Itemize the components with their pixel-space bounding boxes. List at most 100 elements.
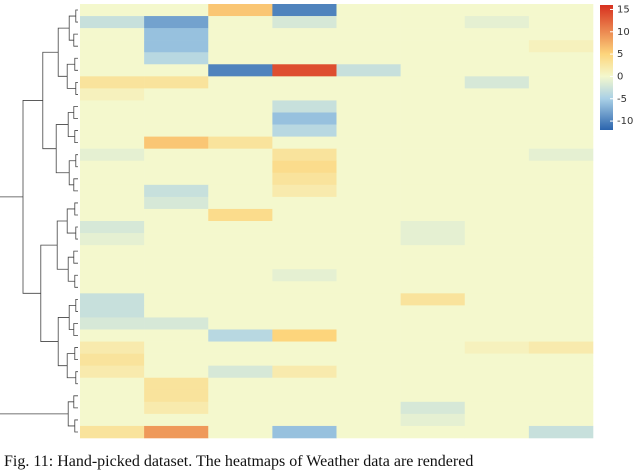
heatmap-cell [208,40,273,53]
heatmap-cell [528,377,594,391]
heatmap-cell [400,148,466,162]
heatmap-cell [144,136,209,149]
heatmap-cell [528,40,594,53]
heatmap-cell [272,293,337,306]
heatmap-cell [208,112,273,125]
heatmap-cell [208,28,273,41]
heatmap-cell [272,233,337,246]
heatmap-cell [336,160,401,174]
heatmap-cell [528,64,594,77]
heatmap-cell [272,401,337,415]
heatmap-cell [208,184,273,198]
heatmap-cell [336,40,401,53]
heatmap-cell [528,16,594,29]
heatmap-cell [272,389,337,403]
heatmap-cell [80,269,145,282]
heatmap-cell [464,305,530,318]
heatmap-cell [80,4,145,17]
heatmap-cell [272,40,337,53]
heatmap-cell [336,305,401,318]
heatmap-cell [144,64,209,77]
heatmap-cell [528,317,594,330]
heatmap-cell [144,281,209,294]
heatmap-cell [208,317,273,330]
heatmap-cell [464,76,530,89]
heatmap-cell [272,124,337,137]
heatmap-cell [336,245,401,258]
heatmap-cell [80,329,145,342]
heatmap-cell [528,233,594,246]
heatmap-cell [208,413,273,427]
heatmap-cell [464,221,530,234]
heatmap-cell [400,245,466,258]
heatmap-cell [144,353,209,366]
heatmap-cell [80,221,145,234]
heatmap-cell [528,88,594,101]
heatmap-cell [80,64,145,77]
heatmap-cell [80,184,145,198]
colorbar-tick-label: 15 [617,4,630,15]
heatmap-cell [272,52,337,65]
heatmap-cell [464,160,530,174]
heatmap-cell [336,425,401,439]
heatmap-cell [208,136,273,149]
heatmap-cell [336,88,401,101]
heatmap-cell [528,172,594,186]
heatmap-cell [464,136,530,149]
heatmap-cell [336,208,401,222]
heatmap-cell [336,16,401,29]
heatmap-cell [464,124,530,137]
heatmap-cell [272,64,337,77]
heatmap-cell [80,365,145,379]
heatmap-cell [80,16,145,29]
heatmap-cell [144,76,209,89]
heatmap-cell [464,365,530,379]
heatmap-cell [80,305,145,318]
heatmap-cell [144,196,209,210]
heatmap-cell [144,52,209,65]
heatmap-cell [528,401,594,415]
heatmap-cell [528,76,594,89]
heatmap-cell [400,124,466,137]
heatmap-cell [528,329,594,342]
heatmap-cell [208,425,273,439]
heatmap-cell [208,401,273,415]
heatmap-cell [336,233,401,246]
heatmap-cell [80,172,145,186]
heatmap-cell [144,4,209,17]
colorbar-tick-label: -5 [617,94,627,105]
heatmap-cell [464,28,530,41]
heatmap-cell [464,245,530,258]
heatmap-cell [400,257,466,270]
heatmap-cell [208,172,273,186]
heatmap-cell [336,365,401,379]
heatmap-cell [80,293,145,306]
heatmap-cell [400,293,466,306]
heatmap-cell [208,281,273,294]
heatmap-cell [336,353,401,366]
heatmap-cell [400,4,466,17]
heatmap-cell [208,148,273,162]
heatmap-cell [336,196,401,210]
heatmap-cell [272,112,337,125]
heatmap-cell [464,40,530,53]
heatmap-cell [400,269,466,282]
heatmap-cell [400,16,466,29]
heatmap-cell [400,88,466,101]
heatmap-cell [144,317,209,330]
heatmap-cell [144,329,209,342]
heatmap-cell [80,353,145,366]
heatmap-cell [528,148,594,162]
heatmap-cell [528,389,594,403]
heatmap-cell [336,136,401,149]
heatmap-cell [272,413,337,427]
heatmap-cell [528,136,594,149]
heatmap-cell [272,100,337,113]
heatmap-cell [400,40,466,53]
heatmap-cell [400,136,466,149]
heatmap-cell [272,196,337,210]
heatmap-cell [208,389,273,403]
heatmap-cell [272,341,337,354]
heatmap-cell [208,221,273,234]
